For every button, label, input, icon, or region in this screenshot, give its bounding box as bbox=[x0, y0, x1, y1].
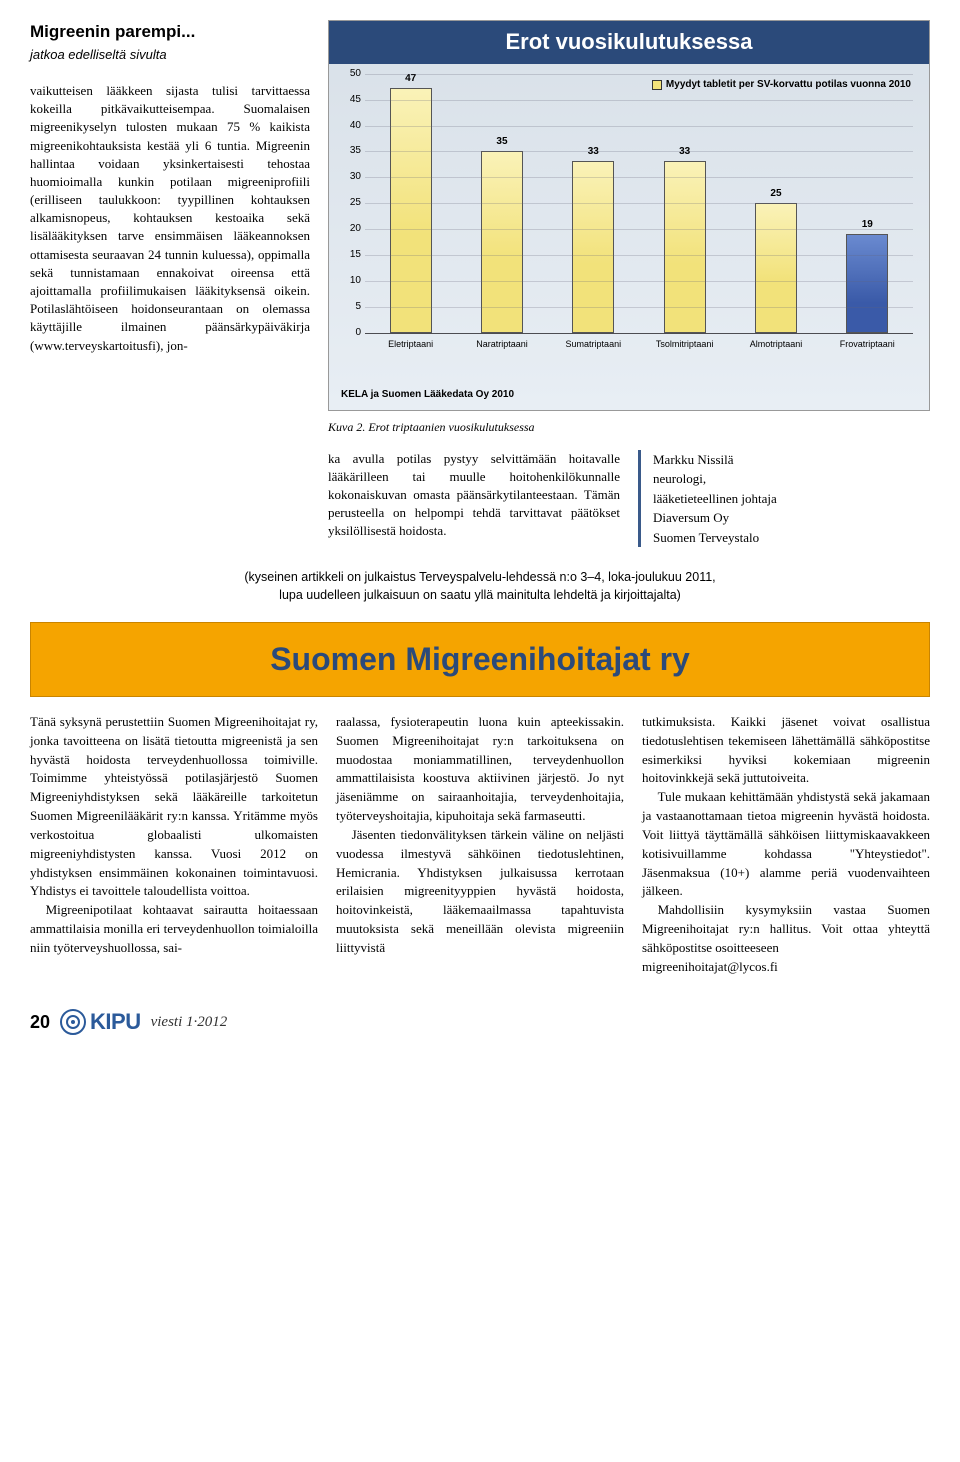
page-number: 20 bbox=[30, 1010, 50, 1035]
attribution: (kyseinen artikkeli on julkaistus Tervey… bbox=[30, 569, 930, 604]
brand-text: KIPU bbox=[90, 1007, 141, 1038]
chart-plot: 473533332519 05101520253035404550 bbox=[365, 74, 913, 334]
col3-p2: Tule mukaan kehittämään yhdistystä sekä … bbox=[642, 788, 930, 901]
ytick: 35 bbox=[341, 144, 361, 158]
chart-title: Erot vuosikulutuksessa bbox=[329, 21, 929, 64]
col1-p2: Migreenipotilaat kohtaavat sairautta hoi… bbox=[30, 901, 318, 958]
section-banner: Suomen Migreenihoitajat ry bbox=[30, 622, 930, 697]
bar-wrap: 35 bbox=[464, 135, 541, 333]
author-box: Markku Nissilä neurologi, lääketieteelli… bbox=[638, 450, 930, 548]
ytick: 40 bbox=[341, 119, 361, 133]
xlabel: Tsolmitriptaani bbox=[646, 338, 723, 351]
bar bbox=[755, 203, 797, 333]
bar bbox=[846, 234, 888, 333]
author-line5: Suomen Terveystalo bbox=[653, 528, 930, 548]
ytick: 45 bbox=[341, 93, 361, 107]
col2-p1: raalassa, fysioterapeutin luona kuin apt… bbox=[336, 713, 624, 826]
ytick: 30 bbox=[341, 170, 361, 184]
article-body-lower: ka avulla potilas pystyy selvittämään ho… bbox=[328, 450, 620, 548]
page-footer: 20 KIPU viesti 1·2012 bbox=[30, 1007, 930, 1038]
brand-logo: KIPU bbox=[60, 1007, 141, 1038]
col1-p1: Tänä syksynä perustettiin Suomen Migreen… bbox=[30, 713, 318, 901]
chart-source: KELA ja Suomen Lääkedata Oy 2010 bbox=[329, 384, 929, 410]
col3-p3: Mahdollisiin kysymyksiin vastaa Suomen M… bbox=[642, 901, 930, 958]
chart-xlabels: Eletriptaani Naratriptaani Sumatriptaani Ts… bbox=[365, 338, 913, 351]
ytick: 0 bbox=[341, 326, 361, 340]
bar-value-label: 25 bbox=[770, 187, 781, 201]
attribution-line1: (kyseinen artikkeli on julkaistus Tervey… bbox=[30, 569, 930, 587]
author-name: Markku Nissilä bbox=[653, 450, 930, 470]
col2-p2: Jäsenten tiedonvälityksen tärkein väline… bbox=[336, 826, 624, 958]
col3-email: migreenihoitajat@lycos.fi bbox=[642, 958, 930, 977]
author-line4: Diaversum Oy bbox=[653, 508, 930, 528]
ytick: 15 bbox=[341, 248, 361, 262]
xlabel: Sumatriptaani bbox=[555, 338, 632, 351]
bar-wrap: 33 bbox=[555, 145, 632, 333]
bar-value-label: 35 bbox=[496, 135, 507, 149]
author-line2: neurologi, bbox=[653, 469, 930, 489]
author-line3: lääketieteellinen johtaja bbox=[653, 489, 930, 509]
logo-icon bbox=[60, 1009, 86, 1035]
article-body-left: vaikutteisen lääkkeen sijasta tulisi tar… bbox=[30, 82, 310, 355]
ytick: 5 bbox=[341, 300, 361, 314]
xlabel: Frovatriptaani bbox=[829, 338, 906, 351]
bar-wrap: 25 bbox=[738, 187, 815, 333]
footer-tagline: viesti 1·2012 bbox=[151, 1012, 228, 1033]
ytick: 10 bbox=[341, 274, 361, 288]
article-title: Migreenin parempi... bbox=[30, 20, 310, 44]
xlabel: Almotriptaani bbox=[738, 338, 815, 351]
xlabel: Naratriptaani bbox=[464, 338, 541, 351]
ytick: 25 bbox=[341, 196, 361, 210]
bar-wrap: 33 bbox=[646, 145, 723, 333]
attribution-line2: lupa uudelleen julkaisuun on saatu yllä … bbox=[30, 587, 930, 605]
chart-caption: Kuva 2. Erot triptaanien vuosikulutukses… bbox=[328, 419, 930, 436]
continuation-note: jatkoa edelliseltä sivulta bbox=[30, 46, 310, 64]
three-column-body: Tänä syksynä perustettiin Suomen Migreen… bbox=[30, 713, 930, 977]
chart-container: Erot vuosikulutuksessa Myydyt tabletit p… bbox=[328, 20, 930, 411]
banner-title: Suomen Migreenihoitajat ry bbox=[31, 637, 929, 682]
xlabel: Eletriptaani bbox=[372, 338, 449, 351]
col3-p1: tutkimuksista. Kaikki jäsenet voivat osa… bbox=[642, 713, 930, 788]
bar-wrap: 19 bbox=[829, 218, 906, 333]
ytick: 20 bbox=[341, 222, 361, 236]
ytick: 50 bbox=[341, 67, 361, 81]
